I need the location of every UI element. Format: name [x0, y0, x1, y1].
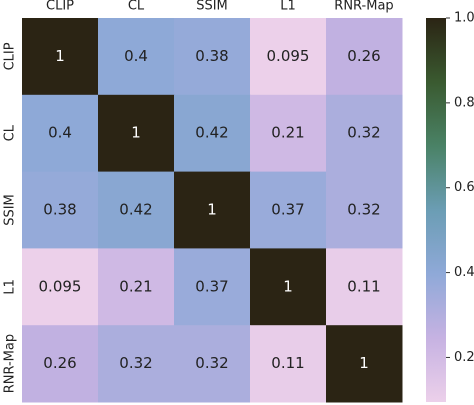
y-tick-label: L1 — [3, 279, 18, 295]
heatmap-cell — [98, 325, 175, 403]
x-tick-label: CLIP — [46, 0, 74, 14]
cell-label: 0.37 — [271, 201, 304, 219]
heatmap-cell — [22, 325, 99, 403]
cell-label: 0.32 — [195, 354, 228, 372]
x-tick-label: SSIM — [196, 0, 228, 14]
heatmap-cell — [250, 248, 327, 326]
heatmap-cell — [98, 171, 175, 249]
cell-label: 0.38 — [195, 47, 228, 65]
cell-label: 0.26 — [43, 354, 76, 372]
cell-label: 0.11 — [271, 354, 304, 372]
heatmap-cell — [326, 94, 403, 173]
cell-label: 0.095 — [39, 277, 82, 295]
x-tick-label: CL — [128, 0, 145, 14]
heatmap-cell — [174, 248, 251, 326]
colorbar — [426, 18, 446, 402]
cell-label: 1 — [55, 47, 65, 65]
cell-label: 0.42 — [119, 201, 152, 219]
heatmap-cell — [174, 325, 251, 403]
colorbar-tick-label: 1.0 — [454, 11, 474, 26]
heatmap-cell — [174, 18, 251, 96]
cell-label: 0.11 — [347, 277, 380, 295]
heatmap-cell — [98, 18, 175, 96]
cell-label: 1 — [359, 354, 369, 372]
heatmap-cell — [326, 325, 403, 403]
heatmap-cell — [250, 171, 327, 249]
x-tick-label: L1 — [280, 0, 296, 14]
cell-label: 1 — [283, 277, 293, 295]
heatmap-cell — [22, 171, 99, 249]
heatmap-cell — [250, 325, 327, 403]
heatmap-cell — [174, 94, 251, 173]
cell-label: 1 — [131, 124, 141, 142]
y-tick-label: CLIP — [3, 42, 18, 70]
heatmap-cell — [98, 248, 175, 326]
colorbar-tick-label: 0.2 — [454, 350, 474, 365]
heatmap-cell — [22, 94, 99, 173]
cell-label: 0.095 — [267, 47, 310, 65]
y-tick-label: CL — [3, 124, 18, 141]
heatmap-cell — [174, 171, 251, 249]
heatmap-cell — [250, 18, 327, 96]
cell-label: 0.21 — [119, 277, 152, 295]
cell-label: 0.32 — [347, 201, 380, 219]
heatmap-cell — [326, 248, 403, 326]
y-tick-label: RNR-Map — [3, 334, 18, 393]
cell-label: 0.21 — [271, 124, 304, 142]
colorbar-tick-label: 0.8 — [454, 95, 474, 110]
cell-label: 0.37 — [195, 277, 228, 295]
heatmap-cell — [22, 248, 99, 326]
heatmap-cell — [98, 94, 175, 173]
cell-label: 0.4 — [48, 124, 72, 142]
cell-label: 0.32 — [119, 354, 152, 372]
colorbar-tick-label: 0.4 — [454, 265, 474, 280]
heatmap-cell — [326, 171, 403, 249]
cell-label: 0.26 — [347, 47, 380, 65]
heatmap-cell — [22, 18, 99, 96]
cell-label: 0.32 — [347, 124, 380, 142]
y-tick-label: SSIM — [3, 194, 18, 226]
cell-label: 0.4 — [124, 47, 148, 65]
cell-label: 0.38 — [43, 201, 76, 219]
x-tick-label: RNR-Map — [334, 0, 393, 14]
colorbar-tick-label: 0.6 — [454, 180, 474, 195]
cell-label: 0.42 — [195, 124, 228, 142]
cell-label: 1 — [207, 201, 217, 219]
heatmap-cell — [326, 18, 403, 96]
heatmap-cell — [250, 94, 327, 173]
